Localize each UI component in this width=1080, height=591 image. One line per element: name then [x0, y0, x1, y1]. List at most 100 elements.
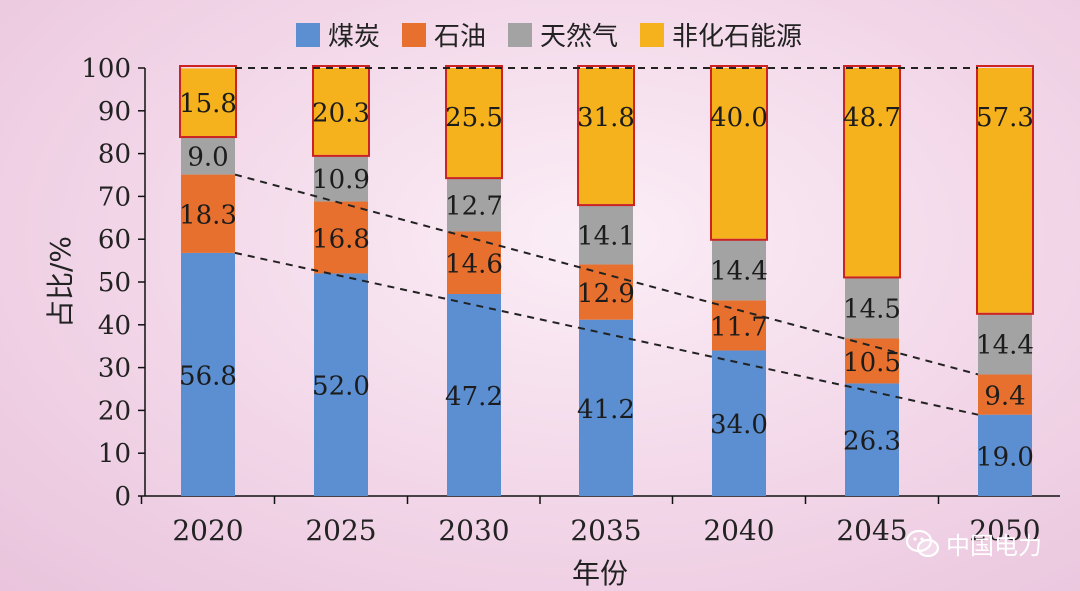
data-label: 14.6: [445, 250, 503, 280]
y-tick-label: 30: [98, 354, 131, 384]
bar-segment: [978, 312, 1032, 375]
data-label: 11.7: [710, 312, 768, 342]
data-label: 57.3: [976, 103, 1034, 133]
data-label: 31.8: [577, 103, 635, 133]
y-tick-label: 40: [98, 311, 131, 341]
bar-segment: [845, 338, 899, 384]
bar-segment: [712, 68, 766, 239]
bar-segment: [978, 374, 1032, 415]
data-label: 9.0: [187, 142, 228, 172]
y-tick-label: 80: [98, 140, 131, 170]
bar-segment: [978, 68, 1032, 313]
legend-swatch-gas: [508, 22, 533, 47]
y-tick-label: 60: [98, 225, 131, 255]
data-label: 12.9: [577, 279, 635, 309]
highlight-box: [577, 65, 635, 207]
highlight-box: [445, 65, 503, 180]
bar-segment: [181, 68, 235, 137]
highlight-box: [843, 65, 901, 279]
bar-segment: [447, 231, 501, 294]
data-label: 14.5: [843, 294, 901, 324]
legend-label: 煤炭: [328, 22, 381, 52]
data-label: 10.9: [312, 165, 370, 195]
x-axis-title: 年份: [572, 557, 628, 590]
legend-label: 石油: [434, 22, 487, 52]
legend-item: 煤炭: [296, 16, 380, 53]
legend: 煤炭 石油 天然气 非化石能源: [296, 16, 816, 53]
y-tick-label: 90: [98, 97, 131, 127]
data-label: 16.8: [312, 224, 370, 254]
x-tick-label: 2035: [570, 514, 641, 547]
x-tick-label: 2025: [305, 514, 376, 547]
bar-segment: [447, 68, 501, 178]
x-tick-label: 2030: [438, 514, 509, 547]
bar-segment: [845, 383, 899, 496]
legend-swatch-nonfossil: [640, 22, 665, 47]
highlight-box: [312, 65, 370, 157]
data-label: 19.0: [976, 442, 1034, 472]
bar-segment: [712, 238, 766, 301]
bar-segment: [314, 68, 368, 155]
bar-segment: [181, 252, 235, 496]
watermark-text: 中国电力: [946, 532, 1042, 560]
legend-swatch-oil: [402, 22, 427, 47]
watermark: 中国电力: [906, 526, 1042, 561]
highlight-box: [976, 65, 1034, 315]
bar-segment: [181, 174, 235, 253]
legend-item: 非化石能源: [640, 16, 802, 53]
bar-segment: [314, 273, 368, 496]
y-tick-label: 10: [98, 439, 131, 469]
data-label: 18.3: [179, 201, 237, 231]
bar-segment: [447, 177, 501, 232]
bar-segment: [845, 276, 899, 339]
data-label: 12.7: [445, 191, 503, 221]
data-label: 26.3: [843, 427, 901, 457]
wechat-icon: [906, 529, 940, 557]
bar-segment: [314, 201, 368, 274]
y-axis-title: 占比/%: [44, 236, 77, 328]
bar-segment: [579, 204, 633, 265]
legend-label: 非化石能源: [672, 22, 803, 52]
bar-segment: [978, 414, 1032, 496]
legend-swatch-coal: [296, 22, 320, 47]
data-label: 48.7: [843, 103, 901, 133]
bar-segment: [314, 154, 368, 202]
highlight-box: [710, 65, 768, 241]
y-tick-label: 50: [98, 268, 131, 298]
data-label: 9.4: [984, 382, 1025, 412]
data-label: 25.5: [445, 103, 503, 133]
legend-label: 天然气: [540, 22, 619, 52]
data-label: 14.4: [710, 257, 768, 287]
legend-item: 石油: [402, 16, 486, 53]
data-label: 15.8: [179, 89, 237, 119]
data-label: 10.5: [843, 348, 901, 378]
x-tick-label: 2045: [836, 514, 907, 547]
x-tick-label: 2050: [969, 514, 1040, 547]
data-label: 14.1: [577, 221, 635, 251]
bar-segment: [712, 300, 766, 351]
y-tick-label: 70: [98, 182, 131, 212]
bar-segment: [712, 350, 766, 496]
x-tick-label: 2020: [172, 514, 243, 547]
bar-segment: [579, 68, 633, 205]
bar-segment: [579, 319, 633, 496]
x-tick-label: 2040: [703, 514, 774, 547]
data-label: 52.0: [312, 372, 370, 402]
y-tick-label: 20: [98, 396, 131, 426]
bar-segment: [579, 264, 633, 320]
data-label: 20.3: [312, 98, 370, 128]
highlight-box: [179, 65, 237, 139]
bar-segment: [181, 136, 235, 175]
data-label: 47.2: [445, 382, 503, 412]
y-tick-label: 0: [114, 482, 131, 512]
data-label: 34.0: [710, 410, 768, 440]
data-label: 41.2: [577, 395, 635, 425]
bar-segment: [845, 68, 899, 277]
bar-segment: [447, 293, 501, 496]
legend-item: 天然气: [508, 16, 618, 53]
trend-line-oil: [234, 173, 979, 376]
trend-line-coal: [234, 251, 979, 416]
data-label: 40.0: [710, 103, 768, 133]
